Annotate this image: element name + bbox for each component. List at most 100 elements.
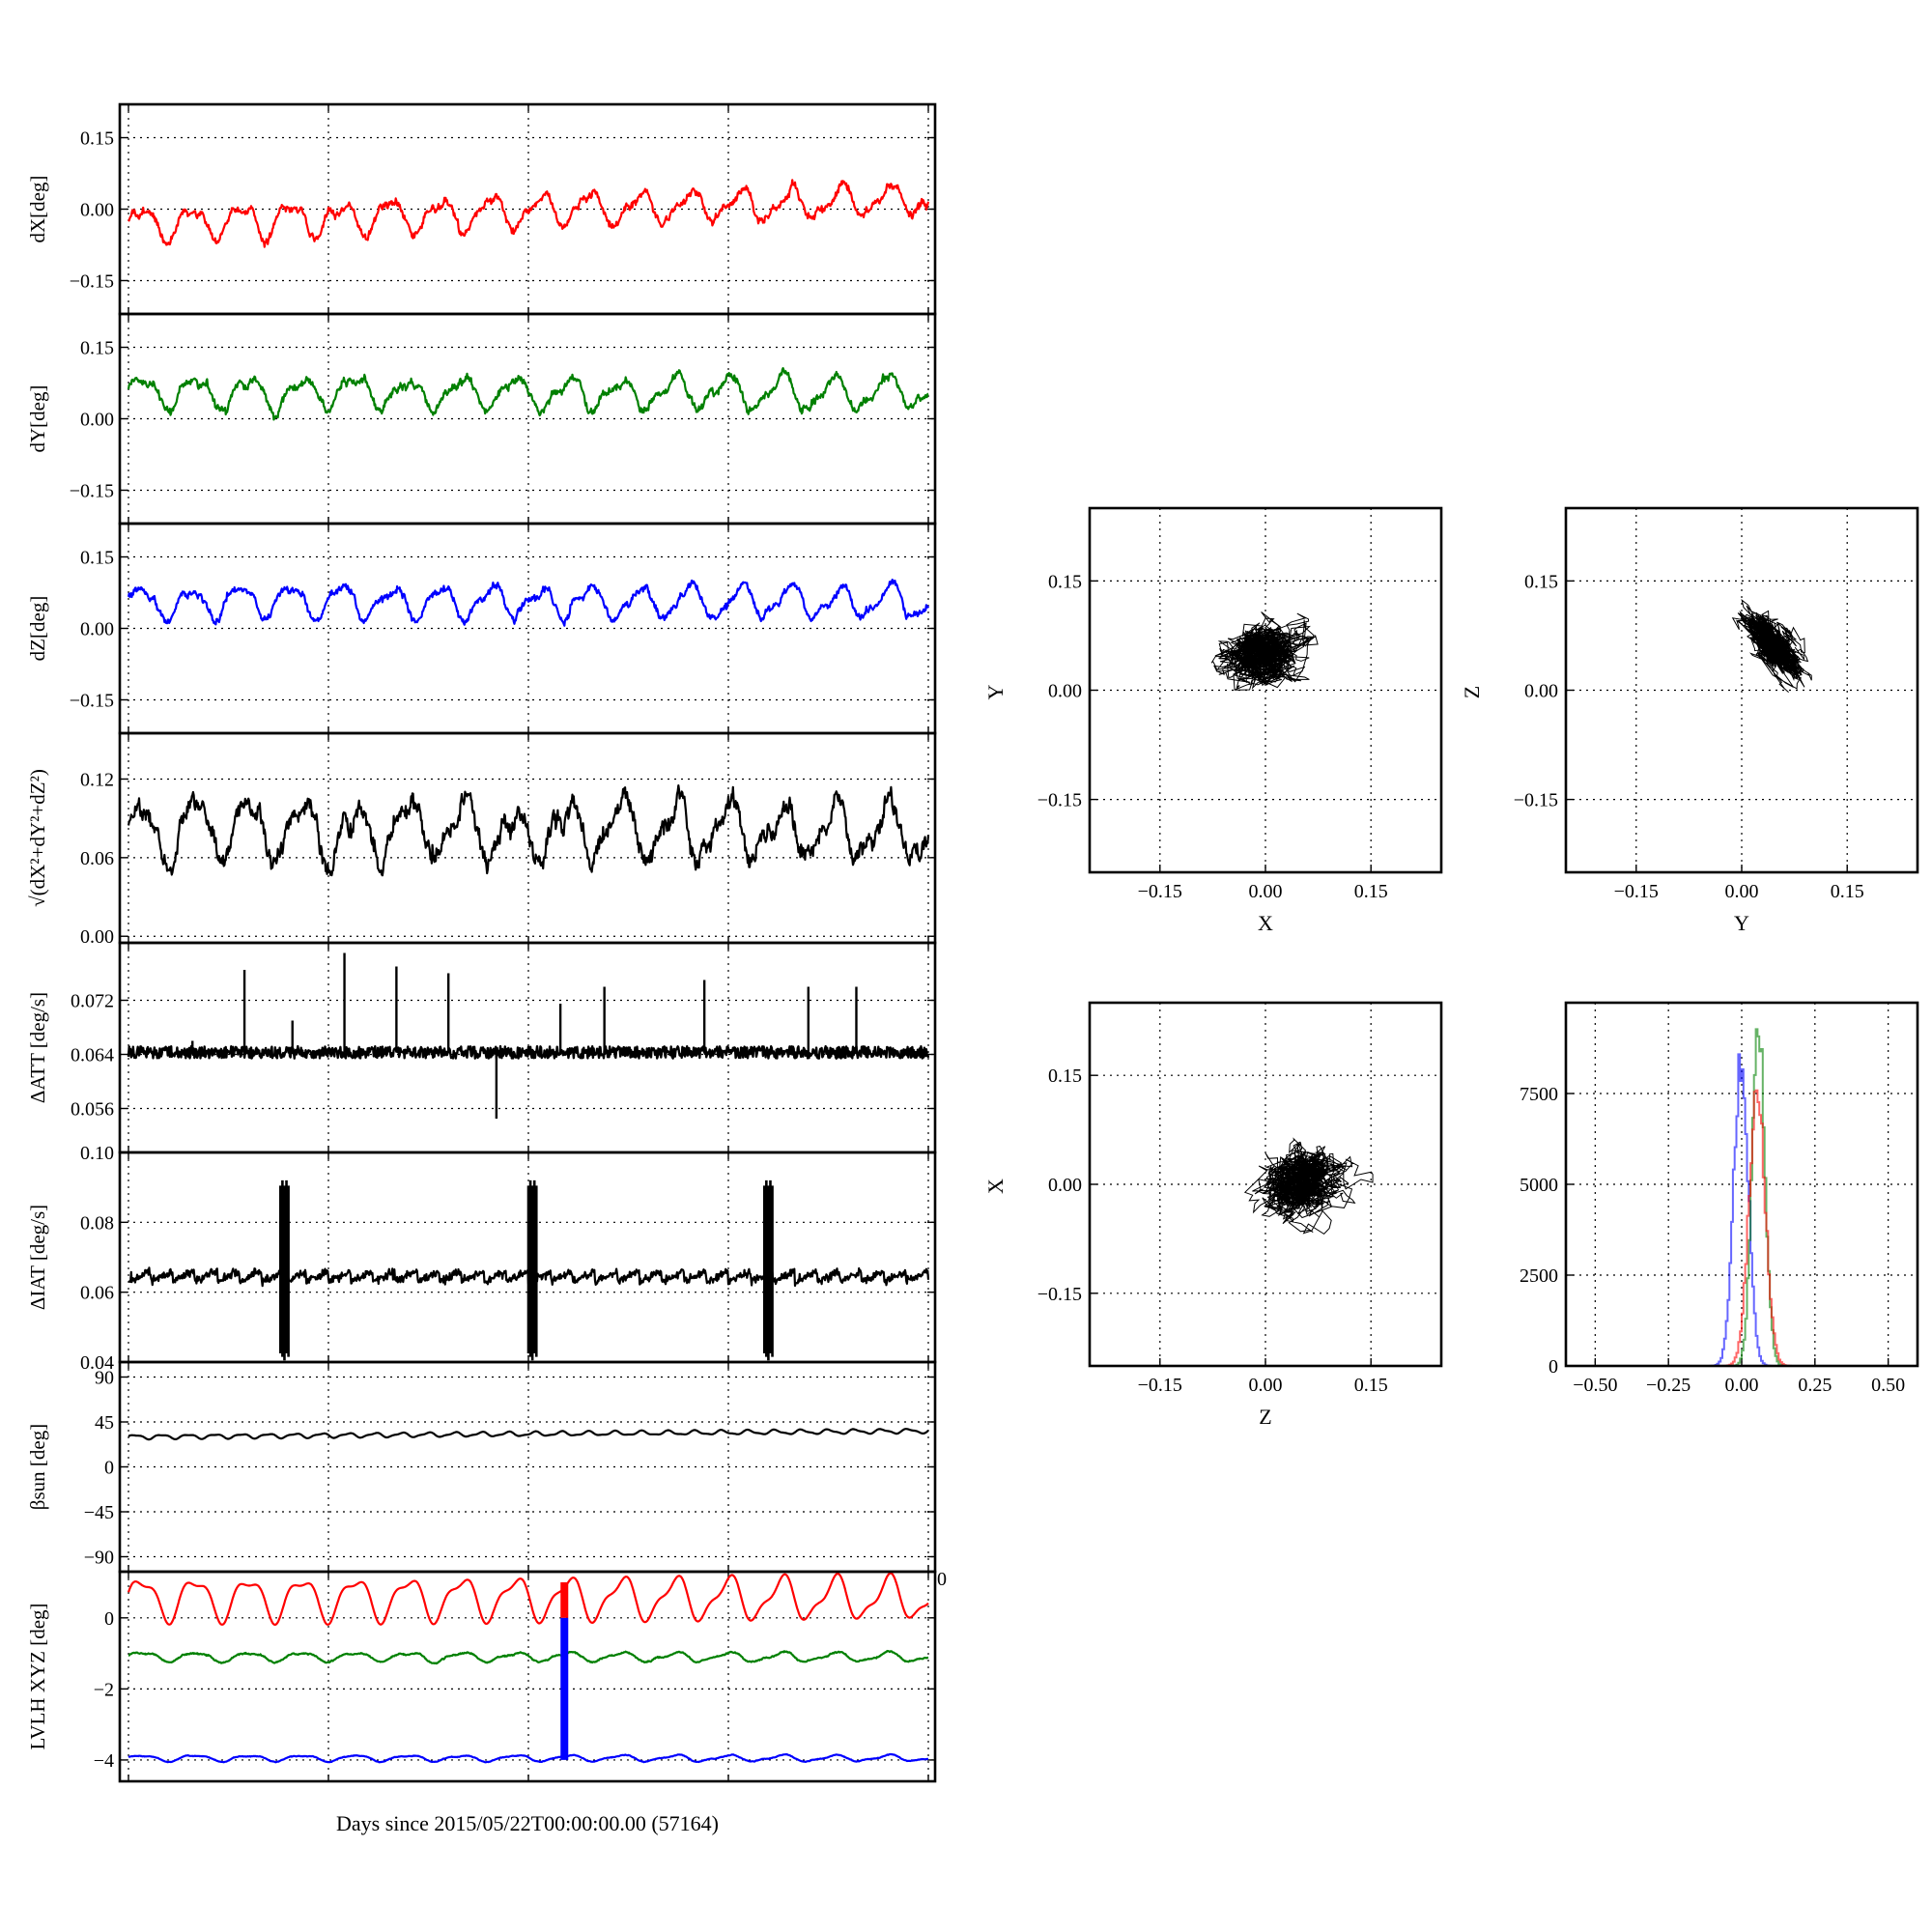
- ytick-label: 45: [95, 1412, 114, 1434]
- panel-datt: 0.072 0.064 0.056 ΔATT [deg/s]: [26, 941, 937, 1154]
- xtick-label: 0.50: [1871, 1375, 1905, 1396]
- xtick-label: 0.00: [1725, 1375, 1759, 1396]
- panel-lvlh: 0 −2 −4 LVLH XYZ [deg] 0: [26, 1569, 947, 1783]
- ytick-label: −45: [84, 1502, 114, 1523]
- ytick-label: 0.15: [1048, 571, 1082, 592]
- y-axis-label: ΔIAT [deg/s]: [26, 1205, 49, 1310]
- ytick-label: −0.15: [1037, 790, 1082, 811]
- ytick-label: 0.00: [1048, 1175, 1082, 1196]
- y-axis-label: X: [983, 1179, 1008, 1194]
- ytick-label: 0.10: [80, 1143, 114, 1164]
- panel-dz: 0.15 0.00 −0.15 dZ[deg]: [26, 522, 937, 735]
- ytick-label: 0.00: [1524, 681, 1558, 702]
- series-line-dz: [127, 579, 930, 627]
- ytick-label: 0.04: [80, 1352, 114, 1374]
- ytick-label: −0.15: [1514, 790, 1558, 811]
- xtick-label: −0.25: [1646, 1375, 1690, 1396]
- xtick-label: −0.50: [1573, 1375, 1617, 1396]
- axes-frame: [118, 1570, 937, 1783]
- ytick-label: 90: [95, 1368, 114, 1389]
- xtick-label: 0.00: [1249, 1375, 1283, 1396]
- ytick-label: 0.15: [80, 128, 114, 150]
- y-axis-label: dX[deg]: [26, 176, 49, 243]
- ytick-label: 0.06: [80, 848, 114, 869]
- series-line-lvlh: [128, 1649, 929, 1665]
- panel-dx: 0.15 0.00 −0.15 dX[deg]: [26, 102, 937, 316]
- series-line-dx: [128, 179, 930, 248]
- xtick-label: −0.15: [1138, 1375, 1182, 1396]
- ytick-label: 0.00: [1048, 681, 1082, 702]
- x-axis-label: Days since 2015/05/22T00:00:00.00 (57164…: [336, 1811, 719, 1835]
- panel-hist: −0.50 −0.25 0.00 0.25 0.50 7500 5000 2500 0: [1520, 1001, 1919, 1396]
- scatter-cloud: [1210, 611, 1319, 691]
- ytick-label: −90: [84, 1548, 114, 1569]
- ytick-label: 0.056: [71, 1099, 114, 1121]
- y-axis-label: βsun [deg]: [26, 1424, 49, 1510]
- ytick-label: 0.15: [1048, 1065, 1082, 1087]
- series-line-lvlh: [128, 1752, 929, 1764]
- ytick-label: 0.15: [80, 338, 114, 359]
- ytick-label: 0.072: [71, 991, 114, 1012]
- xtick-label: 0.00: [1249, 881, 1283, 902]
- y-axis-label: dY[deg]: [26, 385, 49, 453]
- ytick-label: 2500: [1520, 1265, 1558, 1287]
- panel-dr: 0.12 0.06 0.00 √(dX²+dY²+dZ²): [26, 731, 937, 948]
- panel-yz: −0.15 −0.15 0.00 0.00 0.15 0.15 Y Z: [1460, 506, 1919, 935]
- ytick-label: 0.08: [80, 1212, 114, 1234]
- ytick-label: 0.00: [80, 926, 114, 948]
- plot-area: [127, 367, 929, 421]
- x-axis-label: X: [1258, 911, 1273, 935]
- xtick-label: 0.15: [1354, 881, 1388, 902]
- scatter-cloud: [1731, 599, 1812, 693]
- xtick-label: −0.15: [1138, 881, 1182, 902]
- xtick-label: 0.00: [1725, 881, 1759, 902]
- panel-diat: 0.10 0.08 0.06 0.04 ΔIAT [deg/s]: [26, 1143, 937, 1374]
- series-line-beta: [128, 1428, 929, 1441]
- x-axis-label: Y: [1734, 911, 1749, 935]
- ytick-label: 0.06: [80, 1283, 114, 1304]
- ytick-label: 0: [1548, 1356, 1558, 1378]
- ytick-label: −0.15: [70, 690, 114, 711]
- plot-area: [128, 1179, 930, 1361]
- plot-area: [127, 952, 930, 1119]
- xtick-label: 0.15: [1354, 1375, 1388, 1396]
- axes-frame: [1088, 506, 1443, 874]
- ytick-label: −0.15: [1037, 1284, 1082, 1305]
- axes-frame: [1564, 1001, 1919, 1368]
- panel-xy: −0.15 −0.15 0.00 0.00 0.15 0.15 X Y: [983, 506, 1443, 935]
- plot-area: [128, 1428, 929, 1441]
- series-line-dr: [127, 784, 930, 877]
- series-line-lvlh: [127, 1572, 929, 1626]
- series-line-datt: [127, 1044, 930, 1060]
- xtick-label: 0.15: [1831, 881, 1864, 902]
- plot-area: [127, 784, 930, 877]
- ytick-label: 0.064: [71, 1045, 114, 1066]
- x-axis-label: Z: [1259, 1405, 1271, 1429]
- y-axis-label: ΔATT [deg/s]: [26, 992, 49, 1103]
- ytick-label: −0.15: [70, 270, 114, 292]
- xtick-label: −0.15: [1614, 881, 1659, 902]
- scatter-cloud: [1243, 1137, 1374, 1236]
- ytick-label: 0.12: [80, 769, 114, 790]
- y-axis-label: dZ[deg]: [26, 596, 49, 662]
- xtick-label: 0.25: [1798, 1375, 1832, 1396]
- ytick-label: −4: [94, 1750, 114, 1772]
- y-axis-label: √(dX²+dY²+dZ²): [26, 769, 49, 907]
- ytick-label: 5000: [1520, 1175, 1558, 1196]
- series-line-dy: [127, 367, 929, 421]
- plot-area: [127, 579, 930, 627]
- ytick-label: 0: [104, 1608, 114, 1630]
- ytick-label: 0.00: [80, 200, 114, 221]
- ytick-label: −2: [94, 1679, 114, 1700]
- y-axis-label: Y: [983, 684, 1008, 699]
- axes-frame: [1564, 506, 1919, 874]
- ytick-label: 0.15: [80, 548, 114, 569]
- tick-label-corner: 0: [937, 1569, 947, 1590]
- panel-zx: −0.15 −0.15 0.00 0.00 0.15 0.15 Z X: [983, 1001, 1443, 1429]
- ytick-label: 0.15: [1524, 571, 1558, 592]
- y-axis-label: Z: [1460, 686, 1484, 698]
- y-axis-label: LVLH XYZ [deg]: [26, 1603, 49, 1749]
- plot-area: [128, 179, 930, 248]
- ytick-label: 0.00: [80, 410, 114, 431]
